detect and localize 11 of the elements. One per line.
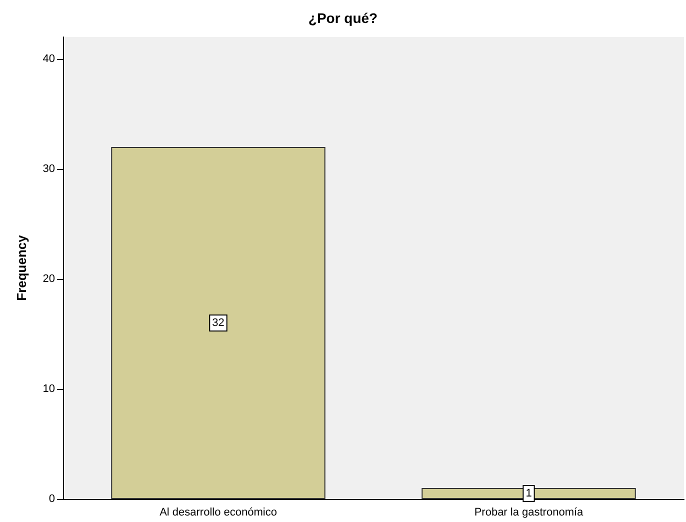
y-tick-label: 10 xyxy=(42,383,55,395)
y-axis-title: Frequency xyxy=(14,234,29,301)
y-tick-label: 20 xyxy=(42,273,55,285)
y-tick-label: 40 xyxy=(42,53,55,65)
data-label: 32 xyxy=(212,317,224,329)
y-tick-label: 30 xyxy=(42,163,55,175)
y-tick-label: 0 xyxy=(48,493,55,505)
x-tick-label: Probar la gastronomía xyxy=(474,506,584,518)
data-label: 1 xyxy=(526,488,532,500)
x-tick-label: Al desarrollo económico xyxy=(160,506,277,518)
chart-title: ¿Por qué? xyxy=(308,10,378,26)
